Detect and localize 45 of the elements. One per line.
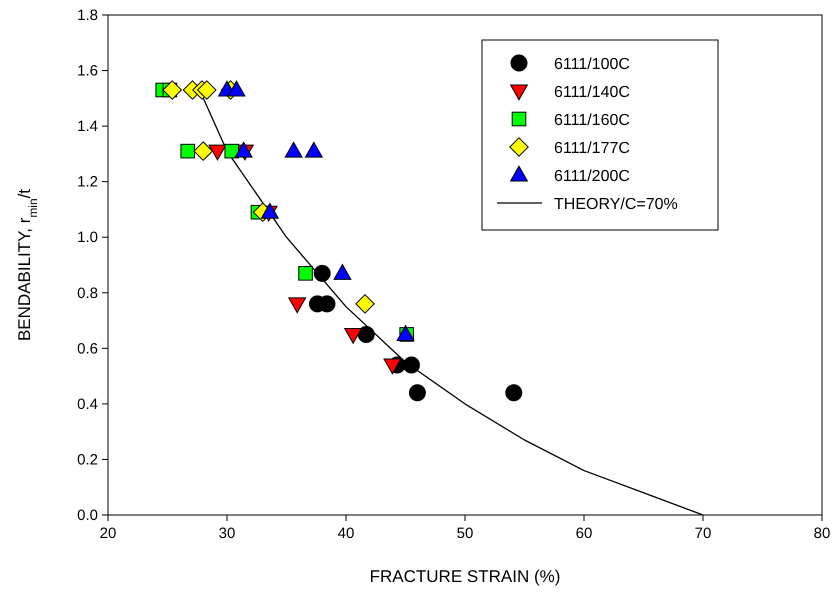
point bbox=[194, 141, 213, 161]
x-tick-label: 30 bbox=[218, 525, 236, 542]
y-tick-label: 1.2 bbox=[77, 174, 98, 191]
point bbox=[304, 142, 323, 158]
point bbox=[228, 80, 246, 96]
point bbox=[162, 80, 182, 100]
point bbox=[224, 144, 240, 158]
point bbox=[260, 202, 279, 219]
point bbox=[355, 294, 375, 314]
point bbox=[197, 80, 216, 100]
x-tick-label: 60 bbox=[576, 525, 592, 542]
x-tick-label: 50 bbox=[456, 525, 474, 542]
point bbox=[288, 297, 306, 314]
x-tick-label: 70 bbox=[694, 525, 712, 542]
legend-label: 6111/100C bbox=[554, 56, 630, 73]
point bbox=[234, 142, 253, 158]
x-tick-label: 40 bbox=[338, 525, 354, 542]
x-tick-label: 20 bbox=[100, 525, 116, 542]
y-tick-label: 1.8 bbox=[77, 7, 98, 24]
legend-label: THEORY/C=70% bbox=[554, 196, 678, 213]
legend-label: 6111/177C bbox=[554, 140, 630, 157]
x-axis-title: FRACTURE STRAIN (%) bbox=[370, 567, 560, 586]
point bbox=[284, 142, 303, 158]
point bbox=[384, 358, 402, 374]
point bbox=[358, 326, 375, 343]
point bbox=[408, 384, 426, 402]
legend-label: 6111/140C bbox=[554, 84, 630, 101]
y-tick-label: 1.0 bbox=[77, 229, 98, 246]
y-tick-label: 1.6 bbox=[77, 62, 98, 80]
y-tick-label: 0.4 bbox=[77, 396, 98, 413]
point bbox=[334, 264, 352, 280]
point bbox=[298, 266, 313, 281]
legend-label: 6111/160C bbox=[554, 112, 630, 129]
point bbox=[344, 328, 362, 344]
y-tick-label: 0.0 bbox=[77, 507, 98, 524]
point bbox=[402, 356, 420, 374]
point bbox=[180, 144, 196, 158]
y-tick-label: 0.6 bbox=[77, 340, 98, 358]
legend-label: 6111/200C bbox=[554, 168, 630, 185]
y-tick-label: 0.8 bbox=[77, 284, 98, 302]
point bbox=[314, 264, 331, 282]
point bbox=[505, 384, 522, 402]
x-tick-label: 80 bbox=[814, 525, 830, 542]
y-tick-label: 0.2 bbox=[77, 451, 98, 468]
y-tick-label: 1.4 bbox=[77, 118, 98, 136]
